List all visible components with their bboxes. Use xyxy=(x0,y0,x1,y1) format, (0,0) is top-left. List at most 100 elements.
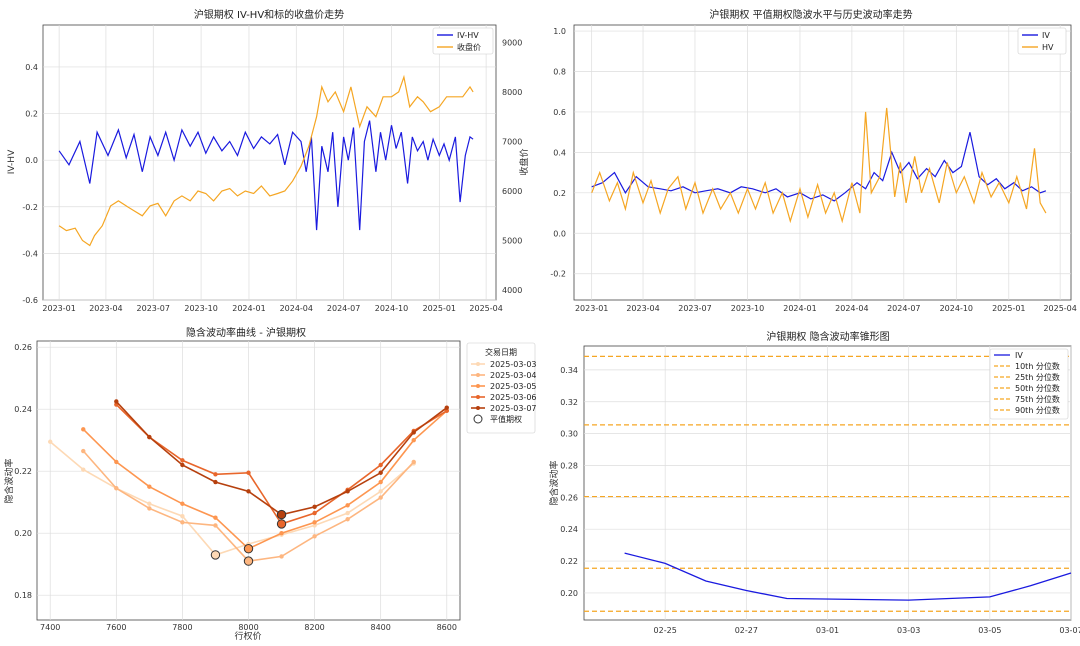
y-tick-label: 0.2 xyxy=(553,189,566,198)
smile-point xyxy=(411,430,416,435)
legend-swatch-dot xyxy=(476,395,480,399)
y-tick-label: 0.18 xyxy=(14,591,32,600)
series-line-close-price xyxy=(58,74,474,247)
legend-swatch-dot xyxy=(476,384,480,388)
smile-point xyxy=(312,510,317,516)
smile-point xyxy=(378,462,383,468)
y-tick-label: -0.6 xyxy=(22,296,38,305)
smile-line xyxy=(49,441,415,556)
atm-marker xyxy=(210,550,221,560)
atm-marker xyxy=(243,556,254,566)
smile-point xyxy=(114,399,119,404)
x-tick-label: 8200 xyxy=(304,623,324,632)
series-line-iv xyxy=(624,552,1072,601)
smile-point xyxy=(345,503,350,508)
x-tick-label: 03-07 xyxy=(1059,626,1080,635)
y-tick-label: 0.30 xyxy=(560,430,578,439)
chart3-legend-title: 交易日期 xyxy=(485,347,517,357)
x-tick-label: 03-03 xyxy=(897,626,920,635)
x-tick-label: 02-25 xyxy=(654,626,677,635)
smile-point xyxy=(114,486,119,491)
chart1-legend-ivhv: IV-HV xyxy=(457,31,479,40)
x-tick-label: 2024-04 xyxy=(280,304,313,313)
x-tick-label: 2023-04 xyxy=(89,304,122,313)
smile-point xyxy=(147,434,152,440)
y-tick-label: 0.20 xyxy=(560,589,578,598)
smile-point xyxy=(48,439,53,444)
y-tick-label: -0.2 xyxy=(22,203,38,212)
smile-point xyxy=(213,479,218,485)
series-line-iv-hv xyxy=(58,120,474,231)
smile-point xyxy=(444,408,449,413)
x-tick-label: 7800 xyxy=(172,623,192,632)
smile-point xyxy=(444,405,449,410)
chart3-xlabel: 行权价 xyxy=(234,630,261,642)
legend-atm-label: 平值期权 xyxy=(490,414,522,424)
x-tick-label: 2023-10 xyxy=(184,304,217,313)
x-tick-label: 2023-01 xyxy=(575,304,608,313)
chart4-title: 沪银期权 隐含波动率锥形图 xyxy=(766,330,889,343)
y-tick-label: 0.6 xyxy=(553,108,566,117)
chart2-legend: IV HV xyxy=(1017,27,1067,55)
smile-point xyxy=(378,489,383,494)
smile-point xyxy=(279,554,284,559)
legend-entry: 25th 分位数 xyxy=(1015,372,1060,382)
smile-point xyxy=(312,523,317,528)
smile-point xyxy=(312,534,317,539)
x-tick-label: 2024-04 xyxy=(835,304,868,313)
smile-point xyxy=(114,459,119,465)
smile-point xyxy=(81,448,86,454)
chart1-legend-price: 收盘价 xyxy=(457,42,481,52)
smile-point xyxy=(312,520,317,525)
y2-tick-label: 8000 xyxy=(502,88,522,97)
y-tick-label: 0.20 xyxy=(14,529,32,538)
x-tick-label: 03-01 xyxy=(816,626,839,635)
x-tick-label: 7600 xyxy=(106,623,126,632)
chart2-legend-iv: IV xyxy=(1042,31,1050,40)
y-tick-label: 0.4 xyxy=(553,148,566,157)
smile-point xyxy=(213,515,218,520)
x-tick-label: 03-05 xyxy=(978,626,1001,635)
y-tick-label: 0.2 xyxy=(25,110,38,119)
y-tick-label: 1.0 xyxy=(553,27,566,36)
chart1-frame xyxy=(42,24,497,301)
smile-point xyxy=(378,470,383,475)
smile-point xyxy=(180,520,185,525)
smile-point xyxy=(213,472,218,477)
smile-line xyxy=(115,400,448,516)
x-tick-label: 8600 xyxy=(437,623,457,632)
x-tick-label: 7400 xyxy=(40,623,60,632)
chart1-y2label: 收盘价 xyxy=(518,148,530,175)
smile-point xyxy=(180,462,185,468)
x-tick-label: 2024-10 xyxy=(375,304,408,313)
x-tick-label: 2024-10 xyxy=(940,304,973,313)
atm-marker xyxy=(276,509,287,520)
smile-point xyxy=(345,489,350,494)
x-tick-label: 2023-10 xyxy=(731,304,764,313)
y-tick-label: 0.8 xyxy=(553,68,566,77)
smile-point xyxy=(246,489,251,494)
smile-point xyxy=(345,517,350,522)
smile-point xyxy=(147,501,152,506)
x-tick-label: 2025-01 xyxy=(423,304,456,313)
legend-entry: 90th 分位数 xyxy=(1015,405,1060,415)
y-tick-label: 0.24 xyxy=(14,405,32,414)
chart-iv-smile: 隐含波动率曲线 - 沪银期权 7400 7600 7800 8000 8200 8400 8… xyxy=(3,326,537,642)
smile-point xyxy=(180,501,185,506)
y2-tick-label: 6000 xyxy=(502,187,522,196)
x-tick-label: 2023-07 xyxy=(137,304,170,313)
smile-point xyxy=(411,459,416,465)
smile-point xyxy=(81,467,86,472)
y-tick-label: 0.26 xyxy=(14,343,32,352)
x-tick-label: 2024-01 xyxy=(783,304,816,313)
smile-point xyxy=(312,504,317,510)
smile-point xyxy=(81,427,86,432)
x-tick-label: 8000 xyxy=(238,623,258,632)
smile-point xyxy=(147,506,152,511)
y2-tick-label: 5000 xyxy=(502,237,522,246)
smile-point xyxy=(411,438,416,443)
smile-point xyxy=(279,531,284,536)
chart-iv-cone: 沪银期权 隐含波动率锥形图 02-25 02-27 03-01 03-03 03-05 0… xyxy=(548,330,1080,635)
